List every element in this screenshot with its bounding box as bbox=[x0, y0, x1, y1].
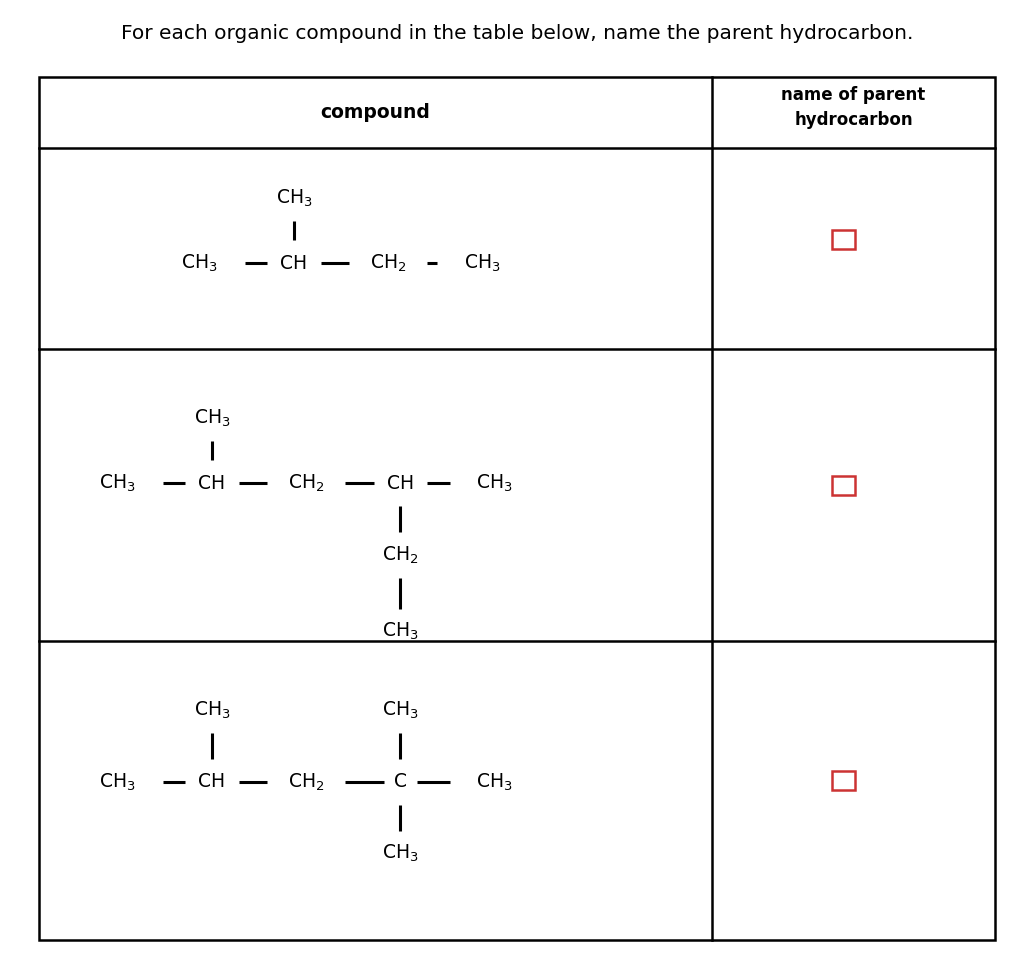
Text: name of parent
hydrocarbon: name of parent hydrocarbon bbox=[781, 86, 926, 129]
Text: CH$_2$: CH$_2$ bbox=[288, 771, 325, 792]
Text: CH: CH bbox=[199, 474, 225, 493]
Text: CH$_3$: CH$_3$ bbox=[476, 473, 513, 494]
Text: CH: CH bbox=[199, 772, 225, 791]
Text: CH: CH bbox=[387, 474, 414, 493]
Bar bbox=[831, 230, 854, 249]
Bar bbox=[831, 771, 854, 790]
Text: CH$_3$: CH$_3$ bbox=[181, 253, 218, 274]
Text: CH$_2$: CH$_2$ bbox=[370, 253, 407, 274]
Text: CH$_3$: CH$_3$ bbox=[476, 771, 513, 792]
Text: CH$_3$: CH$_3$ bbox=[99, 473, 136, 494]
Text: CH$_3$: CH$_3$ bbox=[464, 253, 501, 274]
Text: CH$_3$: CH$_3$ bbox=[382, 843, 419, 864]
Text: CH$_3$: CH$_3$ bbox=[99, 771, 136, 792]
Text: compound: compound bbox=[321, 103, 430, 122]
Text: CH$_3$: CH$_3$ bbox=[382, 621, 419, 642]
Text: C: C bbox=[394, 772, 407, 791]
Text: CH$_2$: CH$_2$ bbox=[288, 473, 325, 494]
Text: For each organic compound in the table below, name the parent hydrocarbon.: For each organic compound in the table b… bbox=[121, 24, 913, 43]
Text: CH$_3$: CH$_3$ bbox=[194, 408, 230, 429]
Text: CH: CH bbox=[281, 254, 307, 273]
Text: CH$_3$: CH$_3$ bbox=[275, 188, 312, 209]
Text: CH$_3$: CH$_3$ bbox=[382, 700, 419, 721]
Bar bbox=[831, 476, 854, 495]
Text: CH$_3$: CH$_3$ bbox=[194, 700, 230, 721]
Text: CH$_2$: CH$_2$ bbox=[382, 545, 419, 566]
